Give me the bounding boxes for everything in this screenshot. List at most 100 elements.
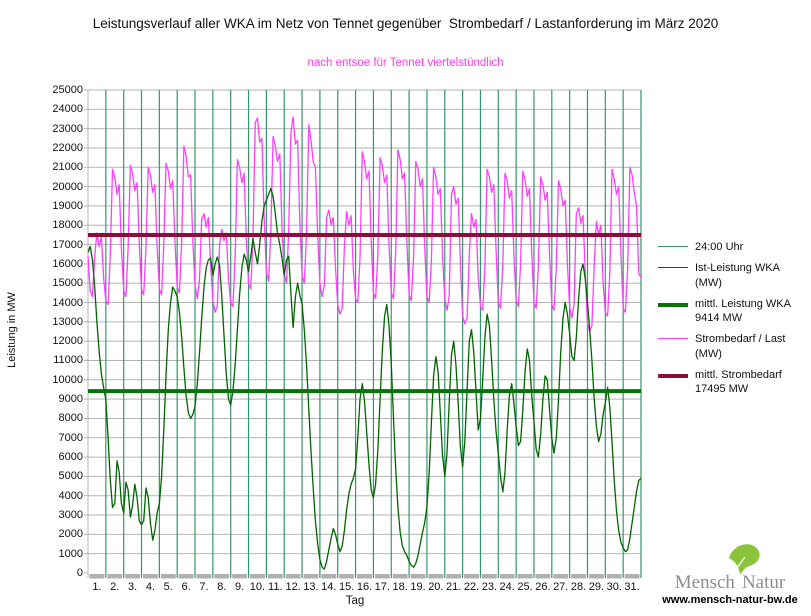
x-axis-title: Tag bbox=[345, 595, 365, 607]
legend: 24:00 Uhr Ist-Leistung WKA (MW) mittl. Lei… bbox=[658, 240, 808, 397]
x-tick-label: 12. bbox=[285, 581, 301, 593]
legend-line-sample bbox=[658, 374, 688, 379]
x-tick-label: 6. bbox=[181, 581, 191, 593]
x-tick-label: 27. bbox=[553, 581, 569, 593]
x-tick-label: 18. bbox=[392, 581, 408, 593]
y-tick-label: 1000 bbox=[58, 547, 83, 560]
legend-item: mittl. Strombedarf 17495 MW bbox=[658, 368, 808, 397]
y-tick-label: 0 bbox=[76, 567, 83, 579]
x-tick-label: 8. bbox=[217, 581, 227, 593]
chart-subtitle: nach entsoe für Tennet viertelstündlich bbox=[307, 57, 504, 69]
x-tick-label: 11. bbox=[268, 581, 283, 593]
legend-line-sample bbox=[658, 267, 688, 269]
x-axis-bar-segment bbox=[357, 574, 372, 579]
x-tick-label: 17. bbox=[374, 581, 390, 593]
y-tick-label: 12000 bbox=[52, 335, 83, 348]
x-axis-bar-segment bbox=[303, 574, 319, 579]
x-axis-bar-segment bbox=[339, 574, 355, 579]
legend-label: Strombedarf / Last (MW) bbox=[695, 333, 786, 360]
legend-item: mittl. Leistung WKA 9414 MW bbox=[658, 297, 808, 326]
legend-item: Ist-Leistung WKA (MW) bbox=[658, 261, 808, 290]
y-tick-label: 14000 bbox=[52, 296, 83, 309]
series-wind bbox=[87, 187, 642, 570]
x-axis-bar-segment bbox=[107, 574, 123, 579]
x-tick-label: 21. bbox=[446, 581, 462, 593]
chart-title: Leistungsverlauf aller WKA im Netz von T… bbox=[92, 16, 719, 31]
x-tick-label: 4. bbox=[145, 581, 156, 593]
x-axis-bar-segment bbox=[624, 574, 640, 579]
legend-label: 24:00 Uhr bbox=[695, 241, 744, 253]
y-tick-label: 25000 bbox=[52, 84, 83, 96]
y-tick-label: 24000 bbox=[52, 103, 83, 116]
y-tick-label: 10000 bbox=[52, 373, 83, 386]
legend-label: mittl. Leistung WKA 9414 MW bbox=[695, 297, 791, 325]
x-axis-bar-segment bbox=[374, 574, 390, 579]
x-axis-bar-segment bbox=[517, 574, 533, 579]
x-axis-bar-segment bbox=[571, 574, 586, 579]
x-axis-bar-segment bbox=[499, 574, 515, 579]
x-tick-label: 29. bbox=[588, 581, 605, 593]
y-tick-label: 4000 bbox=[58, 489, 83, 502]
brand-left: Mensch bbox=[674, 572, 735, 593]
x-axis-bar-segment bbox=[250, 574, 265, 579]
y-tick-label: 2000 bbox=[58, 528, 83, 541]
x-tick-label: 9. bbox=[235, 581, 245, 593]
y-tick-label: 11000 bbox=[53, 354, 83, 367]
x-axis-bar-segment bbox=[321, 574, 337, 579]
x-axis-bar-segment bbox=[446, 574, 462, 579]
x-tick-label: 14. bbox=[321, 581, 337, 593]
x-tick-label: 23. bbox=[481, 581, 497, 593]
x-axis-bar-segment bbox=[125, 574, 141, 579]
y-tick-label: 15000 bbox=[52, 277, 83, 290]
x-axis-bar-segment bbox=[232, 574, 248, 579]
x-axis-bar-segment bbox=[89, 574, 105, 579]
legend-item: 24:00 Uhr bbox=[658, 240, 808, 254]
x-axis-bar-segment bbox=[392, 574, 408, 579]
y-tick-label: 7000 bbox=[58, 431, 83, 444]
site-url: www.mensch-natur-bw.de bbox=[662, 594, 798, 606]
x-tick-label: 26. bbox=[535, 581, 551, 593]
y-tick-label: 21000 bbox=[52, 161, 83, 174]
x-tick-label: 16. bbox=[356, 581, 373, 593]
x-axis-bar-segment bbox=[214, 574, 230, 579]
y-tick-label: 23000 bbox=[52, 122, 83, 135]
y-tick-label: 9000 bbox=[58, 393, 83, 406]
legend-label: mittl. Strombedarf 17495 MW bbox=[695, 369, 782, 396]
y-tick-label: 17000 bbox=[52, 238, 83, 251]
y-tick-label: 20000 bbox=[52, 180, 83, 193]
x-axis-bar-segment bbox=[143, 574, 158, 579]
x-axis-bar-segment bbox=[553, 574, 569, 579]
x-tick-label: 24. bbox=[499, 581, 515, 593]
legend-line-sample bbox=[658, 338, 688, 340]
x-axis-bar-segment bbox=[464, 574, 479, 579]
x-axis-bar-segment bbox=[606, 574, 622, 579]
y-tick-label: 5000 bbox=[58, 470, 83, 483]
x-axis-bar-segment bbox=[196, 574, 212, 579]
x-tick-label: 20. bbox=[428, 581, 444, 593]
x-axis-bar-segment bbox=[588, 574, 604, 579]
brand-right: Natur bbox=[741, 572, 786, 593]
legend-line-sample bbox=[658, 302, 688, 307]
x-tick-label: 30. bbox=[606, 581, 622, 593]
y-tick-label: 13000 bbox=[52, 315, 83, 328]
x-tick-label: 25. bbox=[517, 581, 533, 593]
legend-item: Strombedarf / Last (MW) bbox=[658, 332, 808, 361]
x-tick-label: 2. bbox=[110, 581, 120, 593]
x-tick-label: 28. bbox=[570, 581, 587, 593]
x-axis-bar-segment bbox=[535, 574, 551, 579]
x-tick-label: 1. bbox=[92, 581, 102, 593]
x-tick-label: 13. bbox=[303, 581, 319, 593]
y-tick-label: 6000 bbox=[58, 451, 83, 464]
x-axis-bar-segment bbox=[267, 574, 283, 579]
x-axis-bar-segment bbox=[178, 574, 194, 579]
x-tick-label: 3. bbox=[128, 581, 138, 593]
x-axis-bar-segment bbox=[410, 574, 426, 579]
ginkgo-leaf-icon bbox=[729, 544, 760, 575]
x-tick-label: 7. bbox=[199, 581, 209, 593]
y-tick-label: 19000 bbox=[52, 199, 83, 212]
x-tick-label: 31. bbox=[624, 581, 640, 593]
x-tick-label: 5. bbox=[163, 581, 173, 593]
x-axis-bar-segment bbox=[481, 574, 497, 579]
x-axis-bar-segment bbox=[160, 574, 176, 579]
